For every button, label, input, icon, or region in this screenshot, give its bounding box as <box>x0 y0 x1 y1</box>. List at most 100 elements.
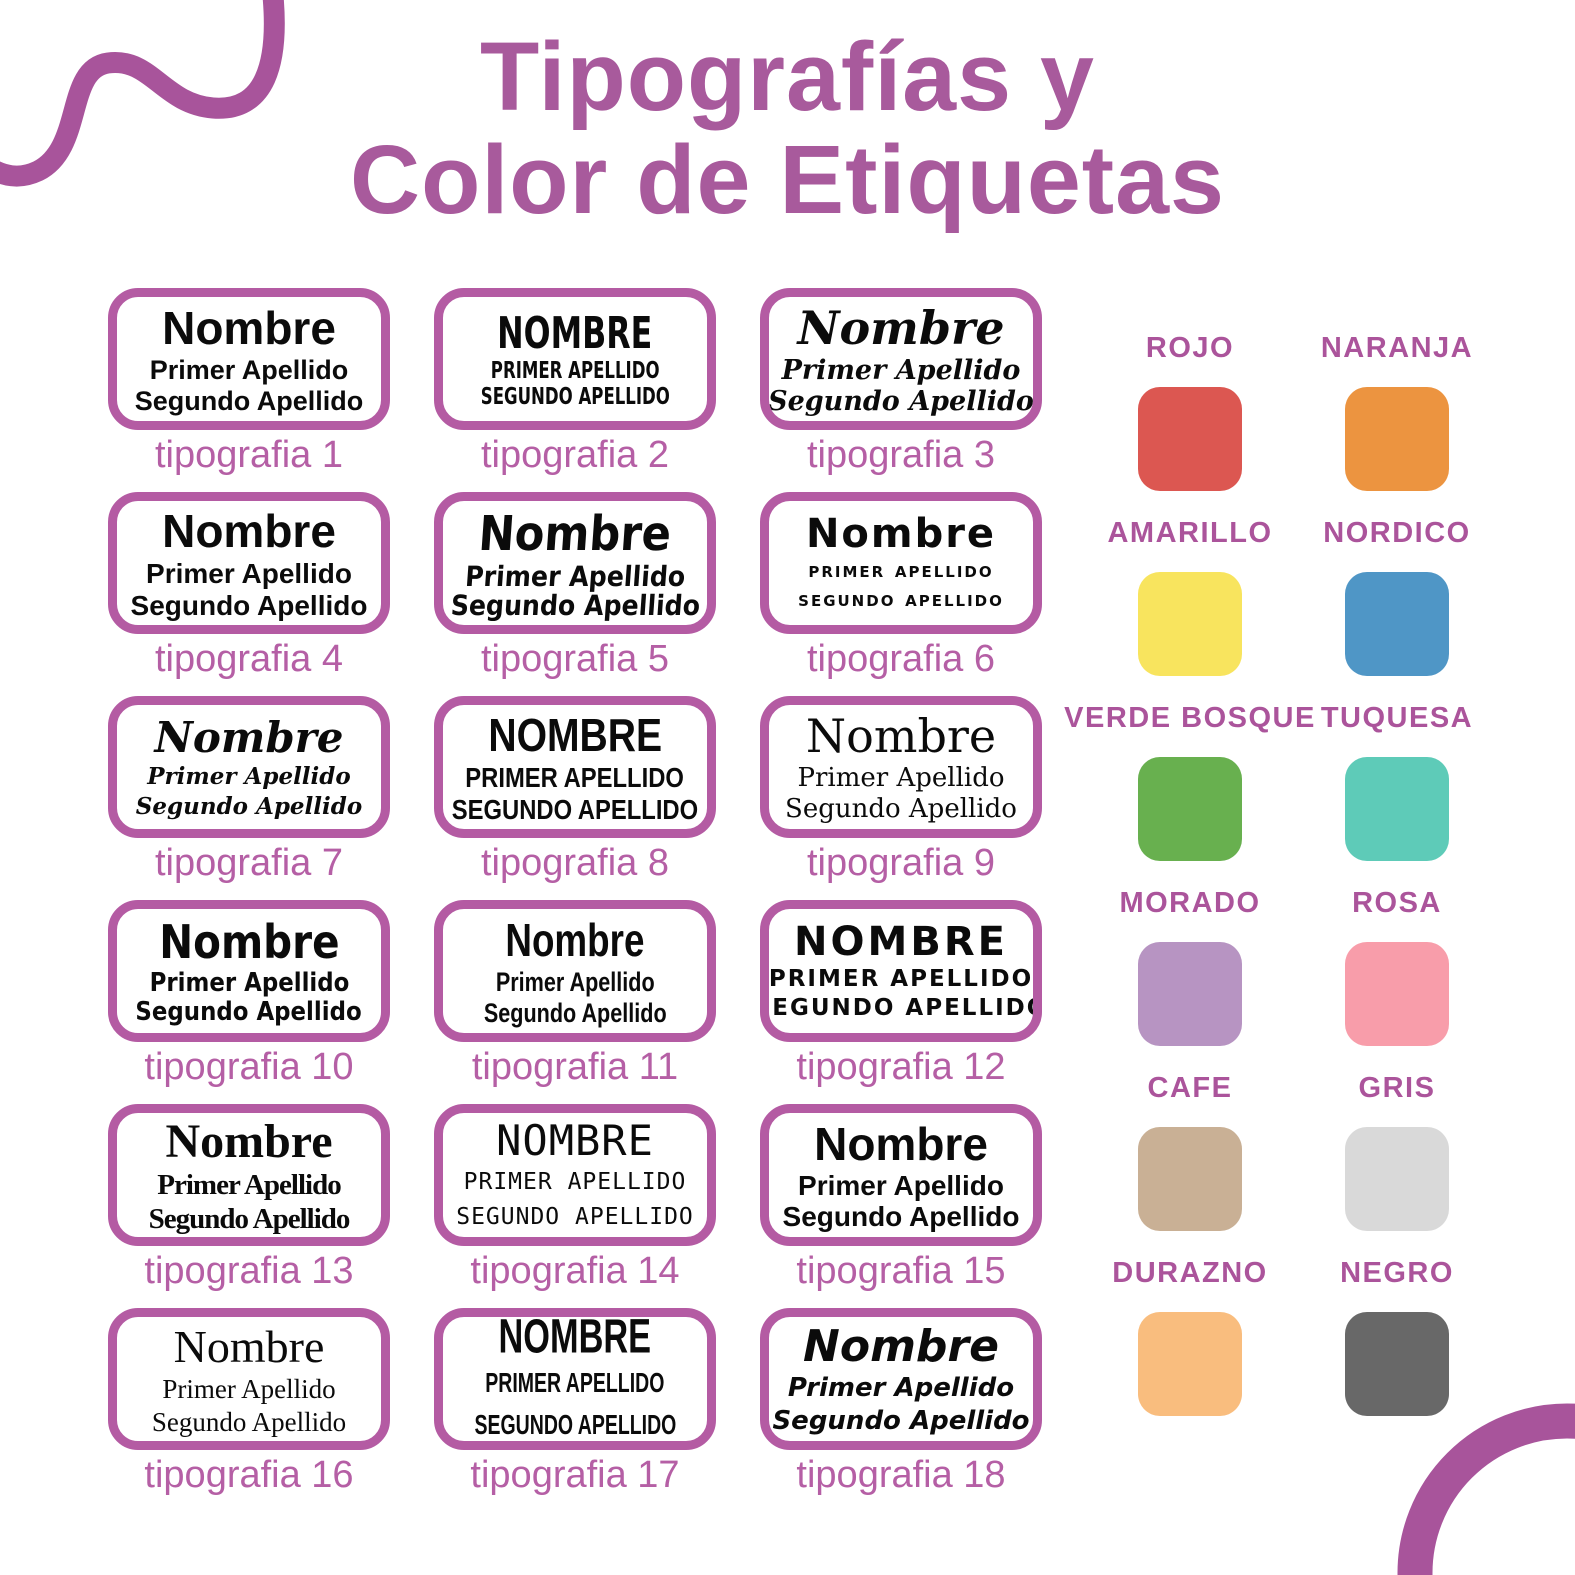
typography-caption-9: tipografia 9 <box>806 842 995 884</box>
color-option-rosa: ROSA <box>1312 887 1482 1046</box>
label-preview-6: Nombre primer apellido segundo apellido <box>760 492 1042 634</box>
typography-option-9: Nombre Primer Apellido Segundo Apellido … <box>760 696 1042 886</box>
typography-option-11: Nombre Primer Apellido Segundo Apellido … <box>434 900 716 1090</box>
typography-caption-15: tipografia 15 <box>796 1250 1006 1292</box>
typography-option-7: Nombre Primer Apellido Segundo Apellido … <box>108 696 390 886</box>
preview-name: Nombre <box>814 1118 988 1171</box>
typography-caption-14: tipografia 14 <box>470 1250 680 1292</box>
preview-second-surname: Segundo Apellido <box>782 1201 1020 1232</box>
color-option-cafe: CAFE <box>1105 1072 1275 1231</box>
preview-first-surname: Primer Apellido <box>162 1374 336 1405</box>
preview-name: Nombre <box>165 1115 333 1169</box>
preview-name: Nombre <box>805 708 997 763</box>
preview-first-surname: primer apellido <box>808 558 994 584</box>
preview-second-surname: segundo apellido <box>798 587 1004 612</box>
color-name: VERDE BOSQUE <box>1064 702 1316 734</box>
color-option-nordico: NORDICO <box>1312 517 1482 676</box>
color-name: CAFE <box>1147 1072 1233 1104</box>
typography-caption-17: tipografia 17 <box>470 1454 680 1496</box>
preview-first-surname: Primer Apellido <box>797 762 1005 793</box>
typography-caption-11: tipografia 11 <box>471 1046 679 1088</box>
color-swatch <box>1345 757 1449 861</box>
preview-first-surname: PRIMER APELLIDO <box>463 1169 687 1195</box>
typography-caption-6: tipografia 6 <box>806 638 995 680</box>
label-preview-15: Nombre Primer Apellido Segundo Apellido <box>760 1104 1042 1246</box>
typography-option-6: Nombre primer apellido segundo apellido … <box>760 492 1042 682</box>
preview-second-surname: Segundo Apellido <box>135 997 363 1027</box>
preview-second-surname: Segundo Apellido <box>130 590 368 621</box>
label-preview-18: Nombre Primer Apellido Segundo Apellido <box>760 1308 1042 1450</box>
preview-second-surname: Segundo Apellido <box>134 386 364 416</box>
preview-name: Nombre <box>162 301 336 354</box>
color-swatch <box>1345 1312 1449 1416</box>
preview-second-surname: Segundo Apellido <box>148 1202 351 1235</box>
color-swatch <box>1345 942 1449 1046</box>
typography-caption-2: tipografia 2 <box>480 434 669 476</box>
color-name: ROJO <box>1145 332 1235 364</box>
preview-first-surname: Primer Apellido <box>781 354 1021 386</box>
typography-option-16: Nombre Primer Apellido Segundo Apellido … <box>108 1308 390 1498</box>
preview-second-surname: Segundo Apellido <box>135 792 363 820</box>
color-name: NARANJA <box>1320 332 1474 364</box>
color-name: DURAZNO <box>1112 1257 1268 1289</box>
preview-second-surname: SEGUNDO APELLIDO <box>456 1203 694 1230</box>
page-title-line1: Tipografías y <box>480 22 1095 131</box>
typography-option-12: NOMBRE PRIMER APELLIDO SEGUNDO APELLIDO … <box>760 900 1042 1090</box>
label-preview-16: Nombre Primer Apellido Segundo Apellido <box>108 1308 390 1450</box>
label-preview-17: NOMBRE PRIMER APELLIDO SEGUNDO APELLIDO <box>434 1308 716 1450</box>
preview-name: Nombre <box>162 504 336 557</box>
typography-option-10: Nombre Primer Apellido Segundo Apellido … <box>108 900 390 1090</box>
typography-caption-7: tipografia 7 <box>154 842 343 884</box>
color-swatch <box>1138 572 1242 676</box>
color-option-morado: MORADO <box>1105 887 1275 1046</box>
typography-option-4: Nombre Primer Apellido Segundo Apellido … <box>108 492 390 682</box>
color-name: AMARILLO <box>1107 517 1273 549</box>
color-option-durazno: DURAZNO <box>1105 1257 1275 1416</box>
preview-second-surname: SEGUNDO APELLIDO <box>474 1409 676 1441</box>
color-swatch <box>1345 1127 1449 1231</box>
label-preview-4: Nombre Primer Apellido Segundo Apellido <box>108 492 390 634</box>
color-option-naranja: NARANJA <box>1312 332 1482 491</box>
color-option-verde-bosque: VERDE BOSQUE <box>1064 702 1314 861</box>
typography-caption-12: tipografia 12 <box>796 1046 1006 1088</box>
label-preview-7: Nombre Primer Apellido Segundo Apellido <box>108 696 390 838</box>
typography-caption-18: tipografia 18 <box>796 1454 1006 1496</box>
color-swatch <box>1345 387 1449 491</box>
typography-option-3: Nombre Primer Apellido Segundo Apellido … <box>760 288 1042 478</box>
preview-first-surname: Primer Apellido <box>149 968 349 999</box>
preview-name: Nombre <box>805 511 997 558</box>
color-swatch <box>1345 572 1449 676</box>
typography-option-14: NOMBRE PRIMER APELLIDO SEGUNDO APELLIDO … <box>434 1104 716 1294</box>
label-preview-11: Nombre Primer Apellido Segundo Apellido <box>434 900 716 1042</box>
preview-name: NOMBRE <box>794 919 1008 966</box>
label-preview-9: Nombre Primer Apellido Segundo Apellido <box>760 696 1042 838</box>
preview-name: NOMBRE <box>488 708 662 761</box>
color-name: TUQUESA <box>1320 702 1474 734</box>
preview-second-surname: Segundo Apellido <box>483 998 667 1028</box>
typography-option-13: Nombre Primer Apellido Segundo Apellido … <box>108 1104 390 1294</box>
label-preview-13: Nombre Primer Apellido Segundo Apellido <box>108 1104 390 1246</box>
typography-caption-3: tipografia 3 <box>806 434 995 476</box>
preview-first-surname: Primer Apellido <box>146 557 352 589</box>
label-preview-14: NOMBRE PRIMER APELLIDO SEGUNDO APELLIDO <box>434 1104 716 1246</box>
color-palette: ROJO NARANJA AMARILLO NORDICO VERDE BOSQ… <box>1064 332 1482 1416</box>
page-title: Tipografías y Color de Etiquetas <box>0 22 1575 232</box>
preview-name: Nombre <box>476 505 674 562</box>
typography-caption-1: tipografia 1 <box>154 434 343 476</box>
color-swatch <box>1138 387 1242 491</box>
preview-first-surname: Primer Apellido <box>149 354 349 385</box>
preview-name: NOMBRE <box>497 308 653 360</box>
color-name: NORDICO <box>1323 517 1471 549</box>
preview-name: Nombre <box>797 300 1005 355</box>
typography-caption-4: tipografia 4 <box>154 638 343 680</box>
typography-grid: Nombre Primer Apellido Segundo Apellido … <box>108 288 1042 1498</box>
typography-option-2: NOMBRE PRIMER APELLIDO SEGUNDO APELLIDO … <box>434 288 716 478</box>
preview-second-surname: Segundo Apellido <box>768 386 1034 417</box>
color-name: ROSA <box>1352 887 1442 919</box>
typography-option-5: Nombre Primer Apellido Segundo Apellido … <box>434 492 716 682</box>
preview-second-surname: Segundo Apellido <box>772 1405 1030 1436</box>
color-option-rojo: ROJO <box>1105 332 1275 491</box>
color-swatch <box>1138 757 1242 861</box>
label-preview-2: NOMBRE PRIMER APELLIDO SEGUNDO APELLIDO <box>434 288 716 430</box>
preview-first-surname: PRIMER APELLIDO <box>485 1367 665 1398</box>
